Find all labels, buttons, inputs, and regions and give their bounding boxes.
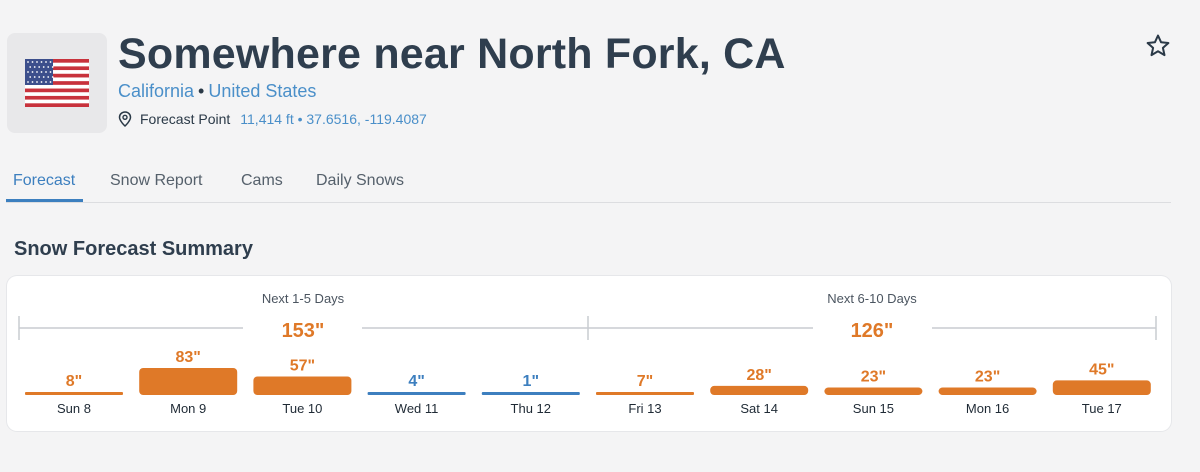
region-link[interactable]: California [118,81,195,101]
flag-container [7,33,107,133]
active-tab-indicator [6,199,83,202]
day-label: Tue 17 [1082,401,1122,416]
snow-amount-label: 83" [176,349,201,366]
tab-bar: Forecast Snow Report Cams Daily Snows [6,162,1171,203]
star-outline-icon[interactable] [1145,33,1171,59]
snow-bar-sun-15[interactable] [824,387,923,396]
day-label: Sun 8 [57,401,91,416]
day-label: Sat 14 [740,401,778,416]
snow-bar-mon-9[interactable] [139,368,238,395]
snow-bar-wed-11[interactable] [367,392,466,395]
section-title: Snow Forecast Summary [14,238,253,260]
map-pin-icon [118,111,132,127]
us-flag-icon [25,59,89,107]
period-2-label: Next 6-10 Days [827,291,917,306]
day-label: Thu 12 [511,401,551,416]
period-1-label: Next 1-5 Days [262,291,345,306]
snow-bar-thu-12[interactable] [481,392,580,395]
forecast-point-details[interactable]: 11,414 ft • 37.6516, -119.4087 [240,111,427,127]
snow-bar-mon-16[interactable] [938,387,1037,396]
snow-bar-tue-10[interactable] [253,376,352,396]
snow-amount-label: 4" [408,373,424,390]
tab-forecast[interactable]: Forecast [13,172,76,189]
snow-bar-tue-17[interactable] [1052,380,1151,395]
page-title: Somewhere near North Fork, CA [118,30,786,78]
forecast-point-row: Forecast Point 11,414 ft • 37.6516, -119… [118,111,427,127]
day-label: Mon 16 [966,401,1009,416]
day-label: Tue 10 [282,401,322,416]
tab-daily-snows[interactable]: Daily Snows [316,172,405,189]
snow-amount-label: 23" [975,369,1000,386]
period-1-total: 153" [282,320,325,342]
period-2-total: 126" [851,320,894,342]
breadcrumb-separator: • [198,81,205,101]
snow-amount-label: 57" [290,358,315,375]
country-link[interactable]: United States [208,81,317,101]
snow-amount-label: 23" [861,369,886,386]
forecast-point-label: Forecast Point [140,111,231,127]
snow-amount-label: 7" [637,373,653,390]
snow-bar-sun-8[interactable] [25,392,123,395]
day-label: Mon 9 [170,401,206,416]
snow-bar-sat-14[interactable] [710,385,809,395]
tab-cams[interactable]: Cams [241,172,283,189]
tab-snow-report[interactable]: Snow Report [110,172,203,189]
day-label: Fri 13 [628,401,661,416]
snow-forecast-chart: Next 1-5 Days 153" Next 6-10 Days 126" 8… [18,291,1157,416]
location-breadcrumb: California • United States [118,81,316,102]
snow-amount-label: 45" [1089,361,1114,378]
snow-amount-label: 1" [523,373,539,390]
day-label: Sun 15 [853,401,894,416]
day-label: Wed 11 [395,401,439,416]
snow-summary-card: Next 1-5 Days 153" Next 6-10 Days 126" 8… [7,276,1171,431]
snow-amount-label: 28" [747,367,772,384]
snow-amount-label: 8" [66,373,82,390]
snow-bar-fri-13[interactable] [596,392,694,395]
